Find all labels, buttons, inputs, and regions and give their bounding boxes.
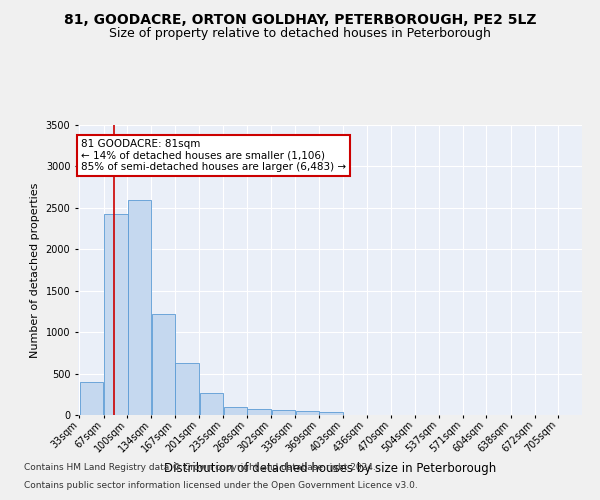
Bar	[175, 363, 199, 415]
X-axis label: Distribution of detached houses by size in Peterborough: Distribution of detached houses by size …	[164, 462, 496, 475]
Bar	[272, 410, 295, 415]
Bar	[296, 411, 319, 415]
Text: 81, GOODACRE, ORTON GOLDHAY, PETERBOROUGH, PE2 5LZ: 81, GOODACRE, ORTON GOLDHAY, PETERBOROUG…	[64, 12, 536, 26]
Bar	[80, 382, 103, 415]
Y-axis label: Number of detached properties: Number of detached properties	[30, 182, 40, 358]
Bar	[200, 394, 223, 415]
Bar	[152, 314, 175, 415]
Bar	[224, 406, 247, 415]
Text: Contains public sector information licensed under the Open Government Licence v3: Contains public sector information licen…	[24, 481, 418, 490]
Bar	[104, 214, 128, 415]
Text: Size of property relative to detached houses in Peterborough: Size of property relative to detached ho…	[109, 28, 491, 40]
Text: Contains HM Land Registry data © Crown copyright and database right 2024.: Contains HM Land Registry data © Crown c…	[24, 464, 376, 472]
Bar	[128, 200, 151, 415]
Bar	[319, 412, 343, 415]
Text: 81 GOODACRE: 81sqm
← 14% of detached houses are smaller (1,106)
85% of semi-deta: 81 GOODACRE: 81sqm ← 14% of detached hou…	[81, 139, 346, 172]
Bar	[247, 409, 271, 415]
